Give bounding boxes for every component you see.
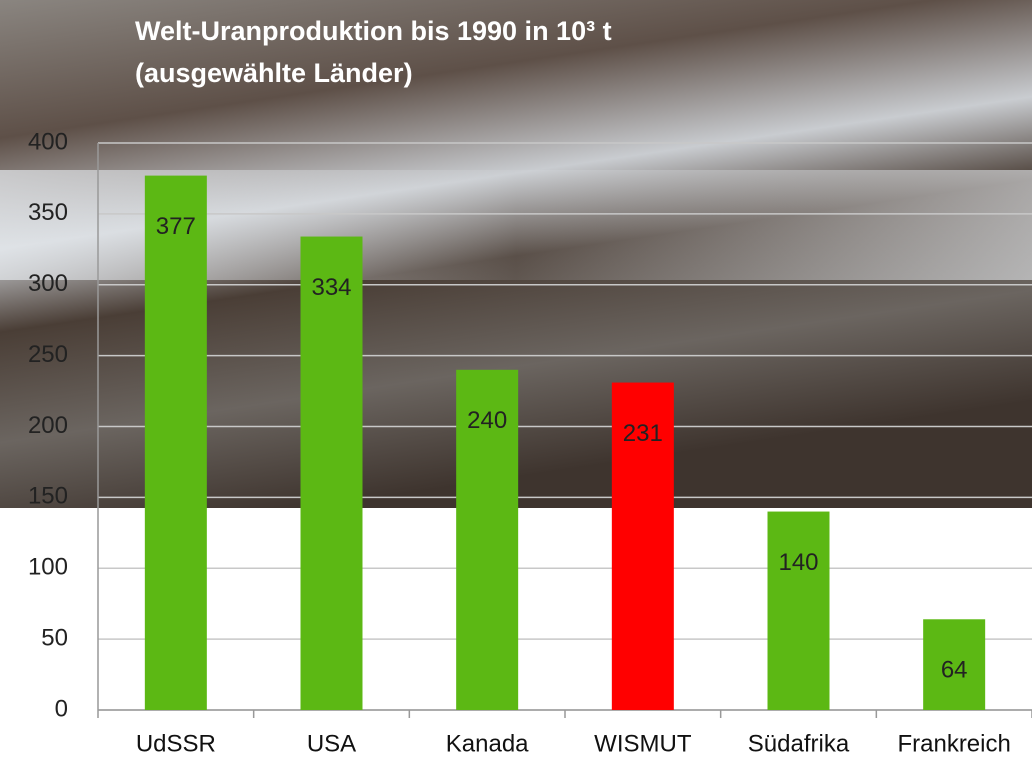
- chart: 0 50 100 150 200 250 300 350 400 UdSSR 377 USA 334 Ka…: [0, 0, 1032, 763]
- x-tick-label: USA: [307, 730, 356, 757]
- x-tick-label: Kanada: [446, 730, 529, 757]
- x-tick-label: Südafrika: [748, 730, 850, 757]
- value-label: 240: [467, 407, 507, 434]
- value-label: 231: [623, 420, 663, 447]
- chart-title: (ausgewählte Länder): [135, 58, 413, 88]
- y-tick-label: 100: [28, 554, 68, 581]
- value-label: 377: [156, 213, 196, 240]
- y-tick-label: 250: [28, 341, 68, 368]
- bar: [768, 512, 830, 710]
- y-tick-label: 200: [28, 412, 68, 439]
- y-tick-label: 50: [41, 624, 68, 651]
- bar: [301, 237, 363, 710]
- y-tick-label: 400: [28, 128, 68, 155]
- y-tick-label: 0: [55, 695, 68, 722]
- value-label: 334: [311, 274, 351, 301]
- chart-title: Welt-Uranproduktion bis 1990 in 10³ t: [135, 16, 612, 46]
- x-tick-label: UdSSR: [136, 730, 216, 757]
- value-label: 64: [941, 657, 968, 684]
- y-tick-label: 150: [28, 483, 68, 510]
- y-tick-label: 350: [28, 199, 68, 226]
- x-tick-label: Frankreich: [897, 730, 1010, 757]
- value-label: 140: [778, 549, 818, 576]
- bar: [145, 176, 207, 710]
- x-tick-label: WISMUT: [594, 730, 692, 757]
- y-tick-label: 300: [28, 270, 68, 297]
